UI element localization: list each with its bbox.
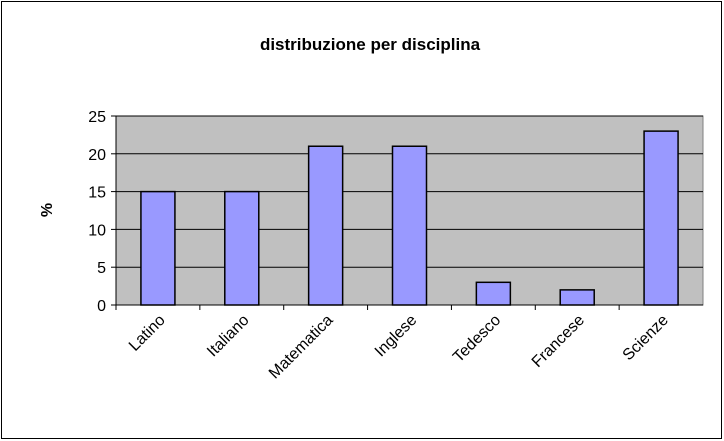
y-axis-label: % xyxy=(39,203,56,217)
bar xyxy=(224,190,260,306)
y-tick-label: 20 xyxy=(88,147,106,164)
bar xyxy=(307,145,344,306)
chart-title: distribuzione per disciplina xyxy=(260,35,481,54)
y-tick-label: 5 xyxy=(97,260,106,277)
y-tick-label: 15 xyxy=(88,185,106,202)
bar xyxy=(391,145,428,306)
bar xyxy=(643,130,679,306)
bar xyxy=(475,281,512,306)
y-tick-label: 25 xyxy=(88,109,106,126)
bar xyxy=(559,289,595,306)
y-tick-label: 10 xyxy=(88,222,106,239)
bar xyxy=(140,190,176,306)
y-tick-label: 0 xyxy=(97,298,106,315)
